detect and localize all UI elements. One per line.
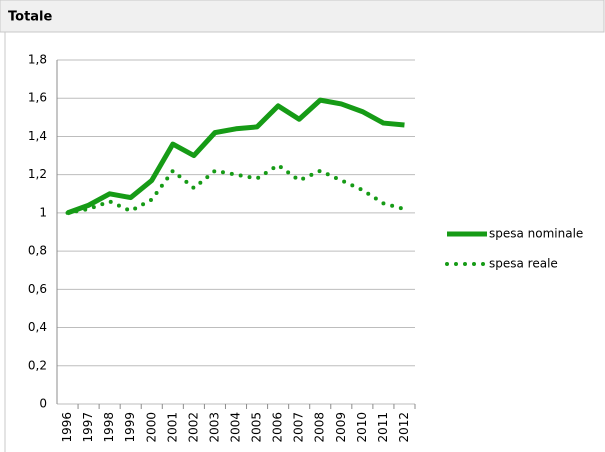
x-tick-label: 1996 [60, 412, 74, 443]
x-tick-label: 2010 [355, 412, 369, 443]
y-tick-label: 0,2 [28, 358, 47, 372]
y-tick-label: 0 [39, 397, 47, 411]
x-tick-label: 2007 [292, 412, 306, 443]
y-tick-label: 0,6 [28, 282, 47, 296]
x-tick-label: 2000 [144, 412, 158, 443]
x-tick-label: 2002 [186, 412, 200, 443]
series-line [65, 163, 407, 215]
y-tick-label: 0,8 [28, 244, 47, 258]
x-tick-label: 2004 [229, 412, 243, 443]
x-tick-label: 2006 [271, 412, 285, 443]
legend-label: spesa reale [489, 257, 558, 271]
y-tick-label: 1,6 [28, 91, 47, 105]
x-tick-label: 2009 [334, 412, 348, 443]
x-tick-label: 2005 [250, 412, 264, 443]
y-tick-label: 0,4 [28, 320, 47, 334]
header-bar [0, 0, 605, 33]
x-tick-label: 2008 [313, 412, 327, 443]
y-tick-label: 1,8 [28, 53, 47, 67]
y-tick-label: 1,2 [28, 167, 47, 181]
x-tick-label: 1998 [102, 412, 116, 443]
x-tick-label: 2001 [165, 412, 179, 443]
legend-label: spesa nominale [489, 227, 583, 241]
chart-title: Totale [8, 10, 53, 25]
x-tick-label: 1999 [123, 412, 137, 443]
x-tick-label: 2011 [376, 412, 390, 443]
y-tick-label: 1 [39, 205, 47, 219]
x-tick-label: 1997 [81, 412, 95, 443]
y-tick-label: 1,4 [28, 129, 47, 143]
series-line [66, 97, 405, 216]
x-tick-label: 2003 [207, 412, 221, 443]
x-tick-label: 2012 [397, 412, 411, 443]
